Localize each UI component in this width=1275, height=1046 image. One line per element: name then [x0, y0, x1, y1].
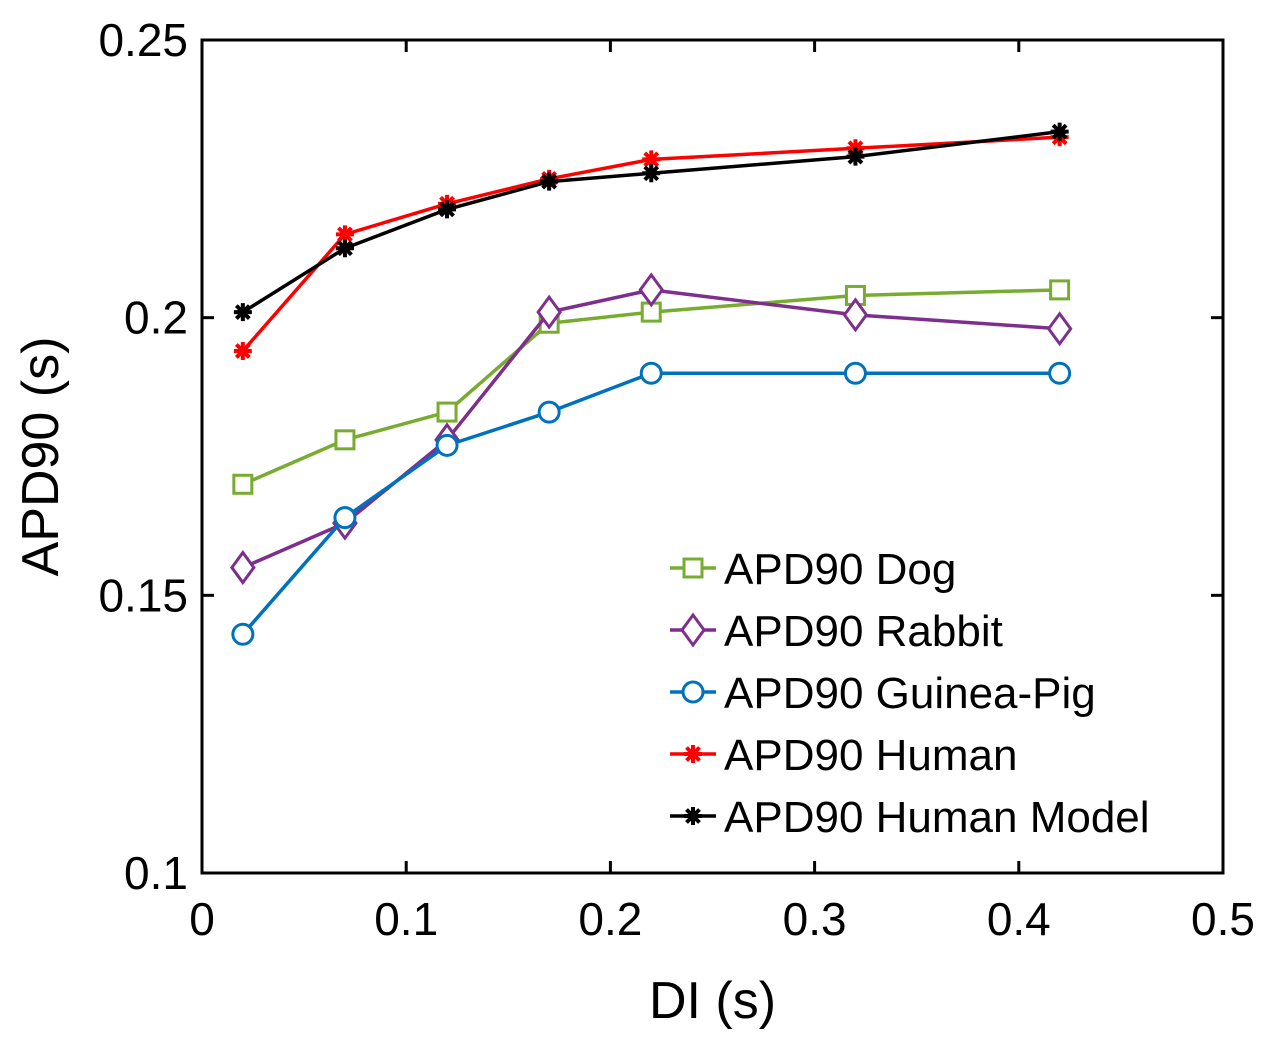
legend-label: APD90 Dog [724, 545, 956, 594]
data-point-apd90-human [233, 341, 252, 360]
data-point-apd90-dog [232, 473, 254, 495]
legend-label: APD90 Guinea-Pig [724, 669, 1096, 718]
data-point-apd90-guinea-pig [333, 506, 357, 530]
data-point-apd90-guinea-pig [1048, 361, 1072, 385]
data-point-apd90-dog [1049, 279, 1071, 301]
data-point-apd90-dog [334, 429, 356, 451]
plot-frame [200, 38, 1225, 875]
legend-entry-apd90-dog: APD90 Dog [670, 545, 956, 594]
data-point-apd90-rabbit [536, 294, 563, 330]
data-point-apd90-human-model [642, 164, 661, 183]
series-line-apd90-rabbit [242, 288, 1060, 570]
x-tick-label: 0.2 [578, 893, 642, 945]
data-point-apd90-human-model [1050, 122, 1069, 141]
series-apd90-guinea-pig [231, 361, 1072, 646]
data-point-apd90-guinea-pig [537, 400, 561, 424]
legend-swatch-marker [684, 807, 702, 825]
legend-swatch-marker [682, 557, 704, 579]
legend-entry-apd90-rabbit: APD90 Rabbit [670, 607, 1003, 656]
x-tick-label: 0.4 [987, 893, 1051, 945]
data-point-apd90-dog [436, 401, 458, 423]
data-point-apd90-human-model [540, 172, 559, 191]
x-tick-label: 0.1 [374, 893, 438, 945]
axes-layer: 0 0.1 0.2 0.3 0.4 0.50.10.150.20.25 [98, 14, 1255, 945]
x-tick-label: 0 [189, 893, 215, 945]
data-point-apd90-human-model [846, 147, 865, 166]
data-point-apd90-guinea-pig [639, 361, 663, 385]
legend-label: APD90 Rabbit [724, 607, 1003, 656]
data-point-apd90-rabbit [229, 550, 256, 586]
y-tick-label: 0.25 [98, 14, 188, 66]
legend-entry-apd90-guinea-pig: APD90 Guinea-Pig [670, 669, 1096, 718]
legend-swatch-marker [681, 680, 705, 704]
data-point-apd90-guinea-pig [231, 622, 255, 646]
series-line-apd90-guinea-pig [241, 371, 1060, 636]
legend: APD90 Dog APD90 Rabbit APD90 Guinea-Pig APD… [670, 545, 1150, 842]
data-point-apd90-rabbit [1046, 311, 1073, 347]
x-tick-label: 0.5 [1191, 893, 1255, 945]
legend-label: APD90 Human [724, 731, 1017, 780]
legend-swatch-marker [684, 745, 702, 763]
legend-label: APD90 Human Model [724, 793, 1150, 842]
y-axis-label: APD90 (s) [12, 337, 70, 577]
x-tick-label: 0.3 [783, 893, 847, 945]
x-axis-label: DI (s) [649, 972, 776, 1030]
series-layer [229, 122, 1073, 646]
data-point-apd90-human-model [233, 303, 252, 322]
data-point-apd90-human-model [438, 200, 457, 219]
y-tick-label: 0.2 [124, 292, 188, 344]
data-point-apd90-rabbit [638, 272, 665, 308]
data-point-apd90-rabbit [842, 297, 869, 333]
data-point-apd90-human-model [335, 239, 354, 258]
legend-entry-apd90-human-model: APD90 Human Model [670, 793, 1150, 842]
data-point-apd90-human [335, 225, 354, 244]
y-tick-label: 0.15 [98, 569, 188, 621]
y-tick-label: 0.1 [124, 847, 188, 899]
legend-entry-apd90-human: APD90 Human [670, 731, 1017, 780]
data-point-apd90-guinea-pig [843, 361, 867, 385]
series-apd90-dog [232, 279, 1071, 495]
legend-swatch-marker [680, 612, 706, 648]
series-apd90-human-model [233, 122, 1069, 322]
data-point-apd90-guinea-pig [435, 433, 459, 457]
